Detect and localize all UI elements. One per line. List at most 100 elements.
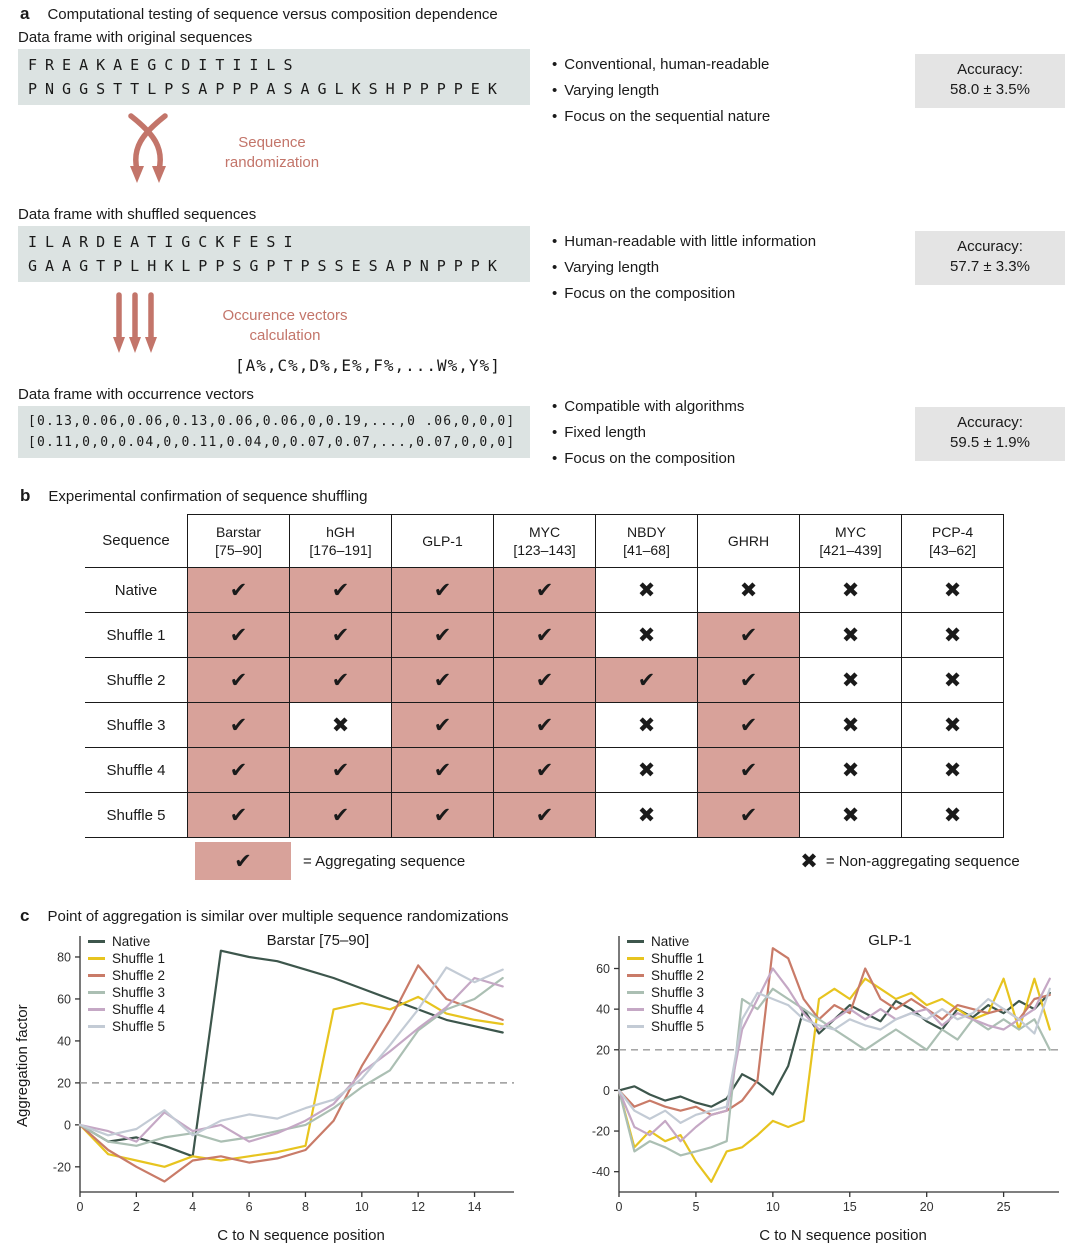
legend-swatch: [88, 1024, 105, 1029]
legend-swatch: [88, 973, 105, 978]
legend-swatch: [627, 1007, 644, 1012]
accuracy-value: 57.7 ± 3.3%: [950, 258, 1030, 275]
svg-text:20: 20: [596, 1043, 610, 1057]
legend-label: Shuffle 3: [651, 985, 705, 1000]
svg-text:25: 25: [997, 1200, 1011, 1214]
legend-label: Shuffle 5: [112, 1019, 166, 1034]
aggregating-cell: ✔: [391, 747, 494, 793]
legend-label: Shuffle 2: [112, 968, 166, 983]
legend-label: Shuffle 3: [112, 985, 166, 1000]
column-header: MYC [123–143]: [493, 514, 596, 568]
table-row: Native ✔ ✔ ✔ ✔ ✖ ✖ ✖ ✖: [85, 567, 1004, 613]
row-label: Shuffle 5: [85, 792, 188, 838]
occurrence-arrows-icon: [113, 292, 157, 353]
legend-swatch: [627, 1024, 644, 1029]
aggregating-cell: ✔: [187, 747, 290, 793]
legend-swatch: [88, 956, 105, 961]
column-header: hGH [176–191]: [289, 514, 392, 568]
svg-text:4: 4: [189, 1200, 196, 1214]
randomization-arrow-label: Sequence randomization: [224, 134, 320, 171]
row-label: Shuffle 4: [85, 747, 188, 793]
check-icon: ✔: [234, 849, 252, 873]
aggregating-cell: ✔: [187, 612, 290, 658]
bullet-item: Varying length: [552, 82, 770, 99]
original-sequences-box: FREAKAEGCDITIILS PNGGSTTLPSAPPPASAGLKSHP…: [18, 49, 530, 105]
aggregating-cell: ✔: [391, 702, 494, 748]
panel-b: b Experimental confirmation of sequence …: [0, 484, 1080, 904]
chart-legend: Native Shuffle 1 Shuffle 2 Shuffle 3 Shuffle…: [88, 934, 165, 1034]
legend-item: Shuffle 1: [88, 951, 165, 966]
legend-label: Shuffle 5: [651, 1019, 705, 1034]
occurrence-arrow-label: Occurence vectors calculation: [222, 307, 348, 344]
shuffle-arrows-icon: [128, 113, 168, 183]
accuracy-box-3: Accuracy: 59.5 ± 1.9%: [915, 407, 1065, 461]
aggregating-cell: ✔: [391, 792, 494, 838]
non-aggregating-cell: ✖: [799, 792, 902, 838]
accuracy-box-1: Accuracy: 58.0 ± 3.5%: [915, 54, 1065, 108]
non-aggregating-cell: ✖: [799, 702, 902, 748]
svg-text:14: 14: [468, 1200, 482, 1214]
aggregating-cell: ✔: [187, 657, 290, 703]
barstar-plot-area: 0 2 4 6 8 10 12 14 -20 0 20 40 60 80: [53, 936, 514, 1214]
non-aggregating-cell: ✖: [595, 792, 698, 838]
non-aggregating-cell: ✖: [799, 567, 902, 613]
svg-text:20: 20: [57, 1076, 71, 1090]
sequence-line: PNGGSTTLPSAPPPASAGLKSHPPPPEK: [28, 80, 505, 98]
stage3-bullets: Compatible with algorithms Fixed length …: [552, 398, 744, 476]
occurrence-vector-formula: [A%,C%,D%,E%,F%,...W%,Y%]: [235, 356, 501, 375]
legend-item: Native: [627, 934, 704, 949]
non-aggregating-cell: ✖: [901, 657, 1004, 703]
panel-c-label: c: [20, 906, 30, 925]
non-aggregating-cell: ✖: [799, 747, 902, 793]
svg-text:0: 0: [77, 1200, 84, 1214]
shuffled-sequences-box: ILARDEATIGCKFESI GAAGTPLHKLPPSGPTPSSESAP…: [18, 226, 530, 282]
aggregating-cell: ✔: [187, 702, 290, 748]
non-aggregating-legend-label: = Non-aggregating sequence: [825, 852, 1020, 870]
panel-c-title: Point of aggregation is similar over mul…: [47, 908, 509, 925]
svg-text:-40: -40: [592, 1165, 610, 1179]
panel-c: c Point of aggregation is similar over m…: [0, 904, 1080, 1255]
legend-swatch: [627, 939, 644, 944]
shuffling-results-table: Sequence Barstar [75–90] hGH [176–191] GLP-…: [85, 514, 1004, 838]
table-header-row: Sequence Barstar [75–90] hGH [176–191] GLP-…: [85, 514, 1004, 568]
svg-text:10: 10: [766, 1200, 780, 1214]
svg-text:15: 15: [843, 1200, 857, 1214]
aggregating-cell: ✔: [697, 702, 800, 748]
aggregating-cell: ✔: [493, 657, 596, 703]
legend-item: Shuffle 5: [88, 1019, 165, 1034]
aggregating-cell: ✔: [187, 567, 290, 613]
svg-text:80: 80: [57, 950, 71, 964]
svg-text:2: 2: [133, 1200, 140, 1214]
legend-swatch: [627, 990, 644, 995]
panel-a: a Computational testing of sequence vers…: [0, 0, 1080, 484]
sequence-line: ILARDEATIGCKFESI: [28, 233, 301, 251]
table-row: Shuffle 3 ✔ ✖ ✔ ✔ ✖ ✔ ✖ ✖: [85, 702, 1004, 748]
aggregating-cell: ✔: [697, 612, 800, 658]
non-aggregating-cell: ✖: [799, 612, 902, 658]
legend-swatch: [88, 939, 105, 944]
chart-title: Barstar [75–90]: [266, 932, 370, 949]
svg-text:0: 0: [603, 1084, 610, 1098]
vector-line: [0.11,0,0,0.04,0,0.11,0.04,0,0.07,0.07,.…: [28, 435, 516, 450]
column-header: PCP-4 [43–62]: [901, 514, 1004, 568]
column-header: GHRH: [697, 514, 800, 568]
stage2-caption: Data frame with shuffled sequences: [18, 206, 257, 223]
aggregating-legend-label: = Aggregating sequence: [303, 852, 466, 870]
svg-text:-20: -20: [592, 1125, 610, 1139]
bullet-item: Focus on the composition: [552, 285, 816, 302]
non-aggregating-cell: ✖: [901, 792, 1004, 838]
legend-item: Shuffle 5: [627, 1019, 704, 1034]
bullet-item: Focus on the sequential nature: [552, 108, 770, 125]
legend-swatch: [627, 973, 644, 978]
legend-item: Shuffle 4: [88, 1002, 165, 1017]
aggregating-cell: ✔: [697, 792, 800, 838]
legend-label: Shuffle 1: [651, 951, 705, 966]
svg-text:40: 40: [596, 1003, 610, 1017]
non-aggregating-cell: ✖: [799, 657, 902, 703]
line-chart-glp1: 0 5 10 15 20 25 -40 -20 0 20 40 60 Native Shuffle 1 S…: [575, 928, 1067, 1244]
legend-label: Shuffle 1: [112, 951, 166, 966]
stage2-bullets: Human-readable with little information V…: [552, 233, 816, 311]
bullet-item: Varying length: [552, 259, 816, 276]
chart-title: GLP-1: [868, 932, 912, 949]
